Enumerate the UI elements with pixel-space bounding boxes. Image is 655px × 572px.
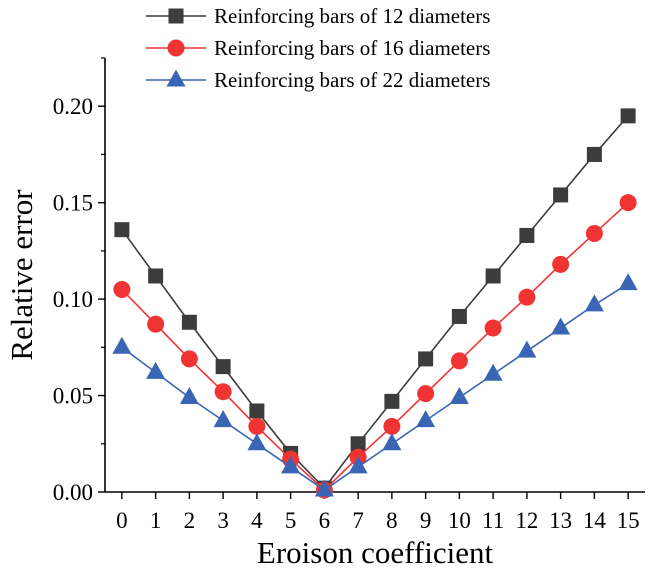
data-point-circle <box>585 225 603 243</box>
series-layer <box>112 108 638 499</box>
data-point-triangle <box>314 479 334 497</box>
legend-marker-triangle <box>166 69 186 87</box>
data-point-square <box>418 351 434 367</box>
x-tick-label: 0 <box>116 508 128 533</box>
x-tick-label: 12 <box>515 508 538 533</box>
y-tick-label: 0.15 <box>53 191 93 216</box>
data-point-triangle <box>618 273 638 291</box>
legend-entry: Reinforcing bars of 12 diameters <box>146 4 490 28</box>
data-point-circle <box>147 315 165 333</box>
legend-marker-circle <box>167 39 185 57</box>
series-line <box>121 283 629 492</box>
legend-entry: Reinforcing bars of 22 diameters <box>146 68 490 92</box>
x-axis-ticks: 0 1 2 3 4 5 6 7 8 9 10 11 12 13 14 15 <box>116 492 640 533</box>
data-point-square <box>553 187 569 203</box>
data-point-circle <box>383 417 401 435</box>
data-point-triangle <box>416 410 436 428</box>
series-line <box>121 202 629 492</box>
x-axis-title: Eroison coefficient <box>257 535 494 570</box>
data-point-triangle <box>382 433 402 451</box>
data-point-square <box>384 393 400 409</box>
data-point-square <box>215 359 231 375</box>
data-point-triangle <box>517 340 537 358</box>
legend: Reinforcing bars of 12 diameters Reinforc… <box>146 4 490 92</box>
y-axis-title: Relative error <box>4 189 39 361</box>
y-tick-label: 0.20 <box>53 94 93 119</box>
data-point-square <box>350 436 366 452</box>
y-tick-label: 0.00 <box>53 480 93 505</box>
y-tick-label: 0.10 <box>53 287 93 312</box>
x-tick-label: 9 <box>420 508 432 533</box>
data-point-circle <box>552 255 570 273</box>
x-tick-label: 5 <box>285 508 297 533</box>
x-tick-label: 2 <box>184 508 196 533</box>
data-point-square <box>181 314 197 330</box>
x-tick-label: 4 <box>251 508 263 533</box>
data-point-triangle <box>584 294 604 312</box>
x-tick-label: 3 <box>217 508 229 533</box>
data-point-triangle <box>483 363 503 381</box>
data-point-square <box>586 146 602 162</box>
x-tick-label: 8 <box>386 508 398 533</box>
y-tick-label: 0.05 <box>53 384 93 409</box>
data-point-square <box>620 108 636 124</box>
data-point-triangle <box>213 410 233 428</box>
data-point-triangle <box>348 456 368 474</box>
x-tick-label: 13 <box>549 508 572 533</box>
series-square <box>114 108 636 496</box>
data-point-square <box>249 403 265 419</box>
legend-marker-square <box>168 8 184 24</box>
data-point-triangle <box>146 361 166 379</box>
data-point-triangle <box>281 456 301 474</box>
y-axis-ticks: 0.00 0.05 0.10 0.15 0.20 <box>53 57 105 505</box>
data-point-circle <box>619 194 637 212</box>
data-point-square <box>485 268 501 284</box>
data-point-circle <box>450 352 468 370</box>
data-point-circle <box>248 417 266 435</box>
data-point-circle <box>214 383 232 401</box>
data-point-triangle <box>179 386 199 404</box>
data-point-square <box>114 222 130 238</box>
legend-entry: Reinforcing bars of 16 diameters <box>146 36 490 60</box>
data-point-circle <box>518 288 536 306</box>
series-line <box>121 115 629 490</box>
x-tick-label: 1 <box>150 508 162 533</box>
data-point-circle <box>484 319 502 337</box>
series-circle <box>113 194 637 499</box>
data-point-triangle <box>112 336 132 354</box>
legend-label: Reinforcing bars of 16 diameters <box>214 36 490 60</box>
x-tick-label: 11 <box>482 508 504 533</box>
axes <box>104 58 645 493</box>
legend-label: Reinforcing bars of 22 diameters <box>214 68 490 92</box>
data-point-square <box>519 227 535 243</box>
data-point-square <box>148 268 164 284</box>
x-tick-label: 15 <box>617 508 640 533</box>
x-tick-label: 14 <box>583 508 607 533</box>
data-point-circle <box>180 350 198 368</box>
data-point-triangle <box>449 386 469 404</box>
x-tick-label: 7 <box>352 508 364 533</box>
data-point-triangle <box>551 317 571 335</box>
data-point-square <box>451 308 467 324</box>
x-tick-label: 6 <box>319 508 331 533</box>
x-tick-label: 10 <box>448 508 471 533</box>
series-triangle <box>112 273 638 497</box>
data-point-triangle <box>247 433 267 451</box>
data-point-circle <box>113 280 131 298</box>
data-point-circle <box>417 385 435 403</box>
legend-label: Reinforcing bars of 12 diameters <box>214 4 490 28</box>
